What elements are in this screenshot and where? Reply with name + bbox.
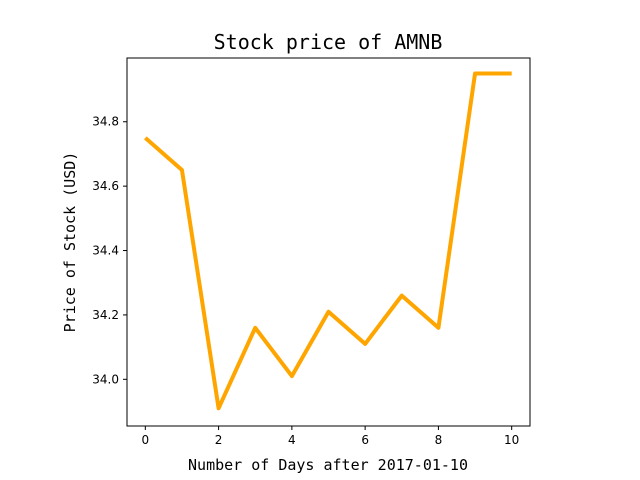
x-axis-label: Number of Days after 2017-01-10: [188, 456, 468, 474]
chart-title: Stock price of AMNB: [214, 30, 443, 54]
series-line: [143, 71, 512, 411]
y-tick-label: 34.8: [92, 115, 119, 129]
y-axis: 34.0 34.2 34.4 34.6 34.8: [92, 115, 127, 386]
x-axis: 0 2 4 6 8 10: [141, 426, 519, 447]
x-tick-label: 10: [504, 433, 519, 447]
x-tick-label: 2: [215, 433, 223, 447]
y-axis-label: Price of Stock (USD): [61, 152, 79, 333]
y-tick-label: 34.6: [92, 179, 119, 193]
plot-area: [143, 71, 512, 411]
y-tick-label: 34.2: [92, 308, 119, 322]
y-tick-label: 34.4: [92, 244, 119, 258]
x-tick-label: 0: [141, 433, 149, 447]
y-tick-label: 34.0: [92, 372, 119, 386]
x-tick-label: 4: [288, 433, 296, 447]
x-tick-label: 8: [435, 433, 443, 447]
x-tick-label: 6: [361, 433, 369, 447]
plot-frame: [126, 57, 531, 427]
